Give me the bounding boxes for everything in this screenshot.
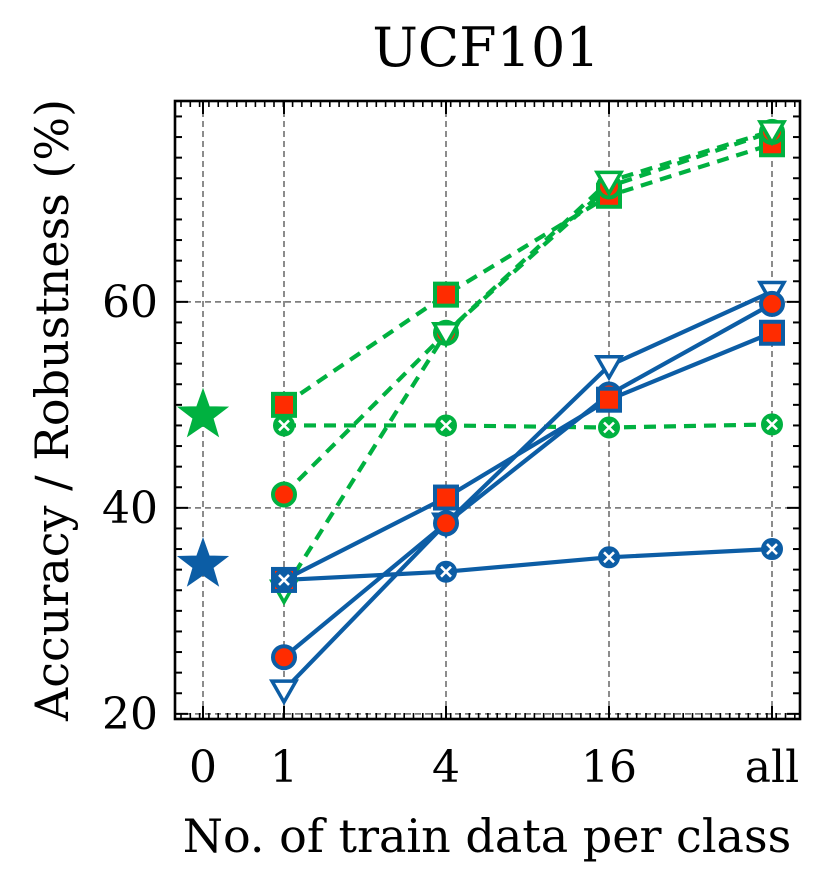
- point-accuracy-x-16-cross: [603, 551, 615, 564]
- plot-frame: [173, 99, 802, 721]
- point-accuracy-square-all: [759, 319, 785, 346]
- axis-ticks: [175, 101, 800, 719]
- star-zero-shot-robustness: [176, 387, 230, 438]
- point-robustness-circle-1: [271, 481, 297, 508]
- point-robustness-square-4: [433, 281, 459, 308]
- y-tick-label-20: 20: [102, 689, 158, 740]
- point-accuracy-x-all: [761, 538, 783, 561]
- point-accuracy-circle-1: [271, 644, 297, 671]
- point-accuracy-x-4-cross: [440, 565, 452, 578]
- point-robustness-x-all: [761, 413, 783, 436]
- point-accuracy-square-16: [596, 386, 622, 413]
- point-robustness-x-4: [435, 414, 457, 437]
- point-robustness-x-1: [273, 414, 295, 437]
- x-axis-label: No. of train data per class: [183, 809, 791, 863]
- tick-labels: 0 1 4 16 all 20 40 60: [102, 277, 799, 793]
- series-line-accuracy-triangle: [282, 289, 773, 692]
- point-robustness-square-1: [271, 391, 297, 418]
- series-line-robustness-square: [282, 142, 773, 407]
- chart-title: UCF101: [372, 16, 599, 79]
- point-robustness-x-16-cross: [603, 421, 615, 434]
- point-accuracy-triangle-1: [268, 679, 300, 706]
- x-tick-label-0: 0: [189, 742, 217, 793]
- grid: [175, 101, 800, 719]
- point-accuracy-x-all-cross: [766, 543, 778, 555]
- x-tick-label-all: all: [745, 742, 799, 793]
- point-robustness-x-16: [598, 416, 620, 439]
- x-tick-label-16: 16: [581, 742, 637, 793]
- point-accuracy-square-4: [433, 484, 459, 511]
- point-robustness-x-all-cross: [766, 418, 778, 431]
- point-accuracy-x-16: [598, 546, 620, 569]
- x-tick-label-1: 1: [270, 742, 298, 793]
- point-accuracy-x-1: [273, 568, 295, 591]
- point-accuracy-x-4: [435, 560, 457, 583]
- point-accuracy-circle-4: [433, 510, 459, 537]
- point-accuracy-x-1-cross: [278, 574, 290, 586]
- y-tick-label-60: 60: [102, 277, 158, 328]
- series-line-robustness-circle: [282, 129, 773, 496]
- point-accuracy-circle-all: [759, 290, 785, 317]
- series-line-accuracy-circle: [282, 302, 774, 659]
- point-robustness-triangle-all: [756, 120, 788, 147]
- zero-shot-markers: [176, 387, 230, 587]
- series-line-accuracy-square: [283, 330, 773, 582]
- star-zero-shot-accuracy: [176, 537, 230, 587]
- x-tick-label-4: 4: [432, 742, 460, 793]
- point-accuracy-triangle-16: [593, 354, 625, 382]
- point-robustness-x-1-cross: [278, 419, 290, 432]
- point-robustness-x-4-cross: [440, 419, 452, 432]
- y-axis-label: Accuracy / Robustness (%): [25, 99, 79, 722]
- series-lines: [282, 128, 774, 692]
- y-tick-label-40: 40: [102, 483, 158, 534]
- series-markers: [268, 118, 788, 706]
- series-line-accuracy-x: [283, 546, 773, 583]
- series-line-robustness-x: [284, 422, 773, 430]
- point-robustness-triangle-16: [593, 170, 625, 197]
- point-robustness-triangle-4: [430, 322, 462, 349]
